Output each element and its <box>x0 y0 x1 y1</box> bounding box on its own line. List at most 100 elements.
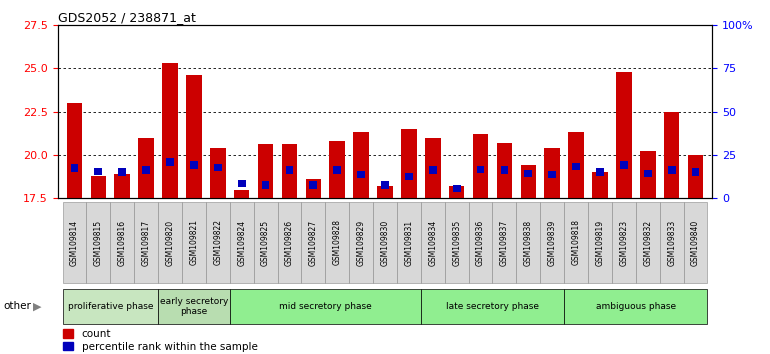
Text: GSM109832: GSM109832 <box>643 219 652 266</box>
Bar <box>473 134 488 198</box>
Text: GSM109814: GSM109814 <box>70 219 79 266</box>
FancyBboxPatch shape <box>301 202 325 283</box>
Text: GSM109838: GSM109838 <box>524 219 533 266</box>
FancyBboxPatch shape <box>62 202 86 283</box>
FancyBboxPatch shape <box>325 202 349 283</box>
Bar <box>282 144 297 198</box>
Text: GSM109818: GSM109818 <box>571 219 581 266</box>
Bar <box>190 161 198 169</box>
Text: GSM109836: GSM109836 <box>476 219 485 266</box>
Bar <box>214 164 222 171</box>
Bar <box>71 164 79 172</box>
Bar <box>644 170 651 177</box>
FancyBboxPatch shape <box>541 202 564 283</box>
Bar <box>401 129 417 198</box>
FancyBboxPatch shape <box>612 202 636 283</box>
FancyBboxPatch shape <box>684 202 708 283</box>
Text: GSM109840: GSM109840 <box>691 219 700 266</box>
Bar <box>262 181 270 189</box>
Text: GSM109823: GSM109823 <box>619 219 628 266</box>
Bar <box>521 165 536 198</box>
Bar <box>310 181 317 189</box>
Bar <box>142 166 150 174</box>
FancyBboxPatch shape <box>349 202 373 283</box>
Text: GSM109837: GSM109837 <box>500 219 509 266</box>
FancyBboxPatch shape <box>517 202 541 283</box>
Text: GSM109817: GSM109817 <box>142 219 151 266</box>
FancyBboxPatch shape <box>229 202 253 283</box>
Bar <box>664 112 679 198</box>
Text: GSM109839: GSM109839 <box>547 219 557 266</box>
Text: late secretory phase: late secretory phase <box>446 302 539 311</box>
FancyBboxPatch shape <box>636 202 660 283</box>
Bar <box>286 166 293 174</box>
Bar <box>210 148 226 198</box>
FancyBboxPatch shape <box>62 289 158 324</box>
Bar <box>453 185 460 192</box>
Text: GSM109825: GSM109825 <box>261 219 270 266</box>
Bar <box>119 169 126 176</box>
FancyBboxPatch shape <box>421 202 445 283</box>
FancyBboxPatch shape <box>206 202 229 283</box>
FancyBboxPatch shape <box>182 202 206 283</box>
Bar <box>524 170 532 177</box>
Bar <box>405 172 413 180</box>
Bar <box>381 181 389 189</box>
FancyBboxPatch shape <box>158 289 229 324</box>
Bar <box>115 174 130 198</box>
Bar <box>162 63 178 198</box>
Text: other: other <box>4 301 32 311</box>
Text: GSM109816: GSM109816 <box>118 219 127 266</box>
Text: GSM109824: GSM109824 <box>237 219 246 266</box>
Bar <box>688 155 703 198</box>
Bar <box>691 168 699 176</box>
Bar <box>234 189 249 198</box>
FancyBboxPatch shape <box>421 289 564 324</box>
Text: GSM109831: GSM109831 <box>404 219 413 266</box>
Text: GSM109827: GSM109827 <box>309 219 318 266</box>
Bar <box>640 152 655 198</box>
Bar <box>333 166 341 174</box>
Text: GSM109821: GSM109821 <box>189 219 199 266</box>
Text: GSM109820: GSM109820 <box>166 219 175 266</box>
FancyBboxPatch shape <box>493 202 517 283</box>
Text: mid secretory phase: mid secretory phase <box>279 302 372 311</box>
FancyBboxPatch shape <box>110 202 134 283</box>
FancyBboxPatch shape <box>158 202 182 283</box>
Bar <box>616 72 631 198</box>
Bar <box>67 103 82 198</box>
Bar <box>306 179 321 198</box>
Text: GSM109834: GSM109834 <box>428 219 437 266</box>
Text: GSM109830: GSM109830 <box>380 219 390 266</box>
Bar <box>353 132 369 198</box>
Text: GSM109833: GSM109833 <box>667 219 676 266</box>
FancyBboxPatch shape <box>134 202 158 283</box>
Bar <box>166 158 174 166</box>
FancyBboxPatch shape <box>588 202 612 283</box>
FancyBboxPatch shape <box>469 202 493 283</box>
Text: GDS2052 / 238871_at: GDS2052 / 238871_at <box>58 11 196 24</box>
Text: GSM109829: GSM109829 <box>357 219 366 266</box>
Text: ambiguous phase: ambiguous phase <box>596 302 676 311</box>
FancyBboxPatch shape <box>660 202 684 283</box>
Text: ▶: ▶ <box>33 301 42 311</box>
Text: GSM109815: GSM109815 <box>94 219 103 266</box>
Text: GSM109826: GSM109826 <box>285 219 294 266</box>
Bar <box>139 137 154 198</box>
Legend: count, percentile rank within the sample: count, percentile rank within the sample <box>63 329 258 352</box>
Text: GSM109822: GSM109822 <box>213 219 223 266</box>
Bar <box>568 132 584 198</box>
Text: GSM109819: GSM109819 <box>595 219 604 266</box>
FancyBboxPatch shape <box>445 202 469 283</box>
Bar <box>620 161 628 169</box>
Bar <box>497 143 512 198</box>
FancyBboxPatch shape <box>373 202 397 283</box>
Bar <box>258 144 273 198</box>
Text: GSM109828: GSM109828 <box>333 219 342 266</box>
Bar <box>449 186 464 198</box>
Bar <box>544 148 560 198</box>
Bar <box>477 166 484 173</box>
FancyBboxPatch shape <box>564 289 708 324</box>
Bar <box>668 166 675 174</box>
FancyBboxPatch shape <box>86 202 110 283</box>
